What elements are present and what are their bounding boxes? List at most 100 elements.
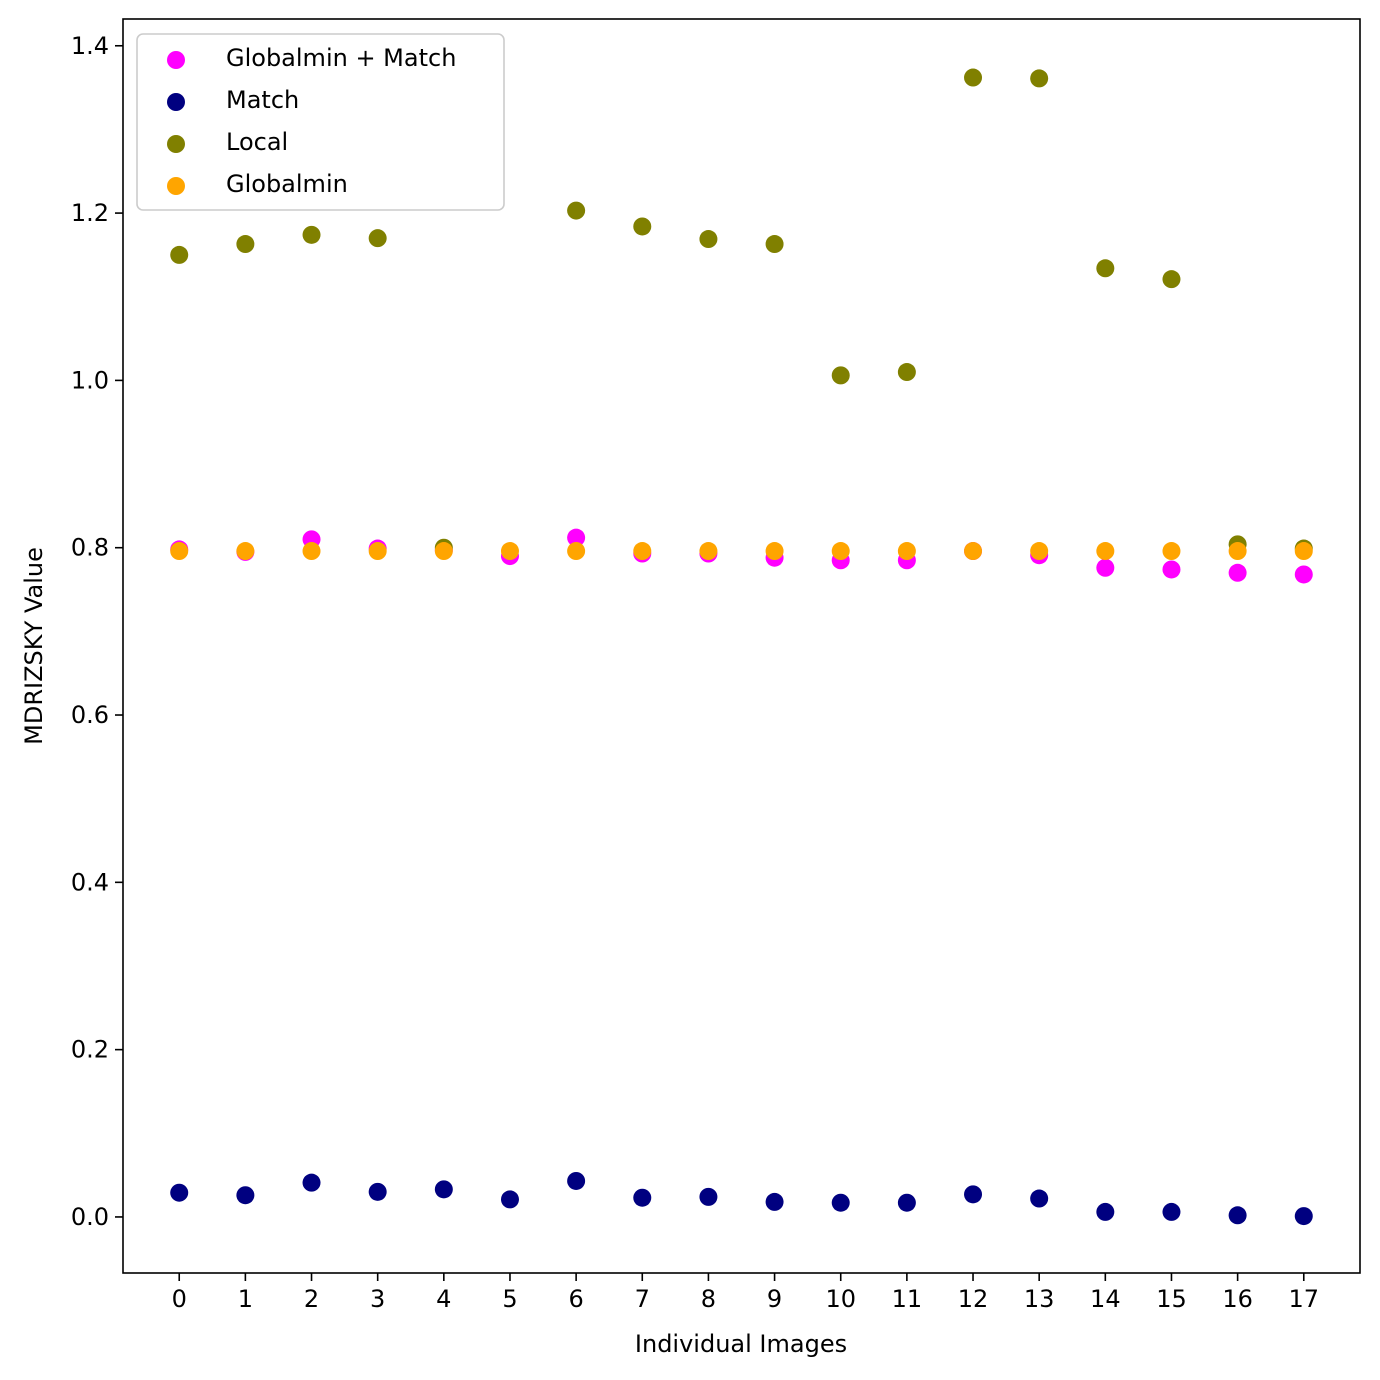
point-local-12 xyxy=(964,68,983,87)
x-axis-ticks: 0 1 2 3 4 5 6 7 8 9 10 11 12 13 14 15 16 17 xyxy=(172,1273,1319,1313)
point-globalmin-14 xyxy=(1096,542,1115,561)
legend-label-globalmin: Globalmin xyxy=(226,170,348,198)
y-tick-label-6: 1.2 xyxy=(71,199,109,227)
point-globalmin-3 xyxy=(368,542,387,561)
x-tick-label-9: 9 xyxy=(767,1285,782,1313)
legend-items: Globalmin + Match Match Local Globalmin xyxy=(167,44,456,198)
y-tick-label-3: 0.6 xyxy=(71,701,109,729)
y-tick-label-7: 1.4 xyxy=(71,32,109,60)
x-tick-label-7: 7 xyxy=(635,1285,650,1313)
point-match-7 xyxy=(633,1188,652,1207)
point-local-1 xyxy=(236,235,255,254)
y-axis-ticks: 0.0 0.2 0.4 0.6 0.8 1.0 1.2 1.4 xyxy=(71,32,123,1231)
point-match-14 xyxy=(1096,1202,1115,1221)
point-match-0 xyxy=(170,1183,189,1202)
x-tick-label-14: 14 xyxy=(1090,1285,1121,1313)
x-tick-label-11: 11 xyxy=(892,1285,923,1313)
point-globalmin-17 xyxy=(1294,542,1313,561)
point-globalmin-12 xyxy=(964,542,983,561)
x-tick-label-17: 17 xyxy=(1288,1285,1319,1313)
point-globalmin-match-15 xyxy=(1162,560,1181,579)
point-local-6 xyxy=(567,201,586,220)
y-tick-label-4: 0.8 xyxy=(71,534,109,562)
point-match-8 xyxy=(699,1187,718,1206)
point-match-1 xyxy=(236,1186,255,1205)
point-local-3 xyxy=(368,229,387,248)
point-local-0 xyxy=(170,245,189,264)
point-globalmin-11 xyxy=(897,542,916,561)
legend-marker-globalmin xyxy=(167,177,185,195)
x-axis-label: Individual Images xyxy=(635,1330,847,1358)
point-globalmin-6 xyxy=(567,542,586,561)
y-axis-label: MDRIZSKY Value xyxy=(20,547,48,745)
legend-marker-match xyxy=(167,93,185,111)
x-tick-label-13: 13 xyxy=(1024,1285,1055,1313)
point-local-10 xyxy=(831,366,850,385)
legend-label-local: Local xyxy=(226,128,288,156)
point-globalmin-8 xyxy=(699,542,718,561)
x-tick-label-12: 12 xyxy=(958,1285,989,1313)
point-globalmin-7 xyxy=(633,542,652,561)
point-match-6 xyxy=(567,1171,586,1190)
x-tick-label-0: 0 xyxy=(172,1285,187,1313)
point-local-13 xyxy=(1030,69,1049,88)
point-match-12 xyxy=(964,1185,983,1204)
point-match-13 xyxy=(1030,1189,1049,1208)
point-globalmin-15 xyxy=(1162,542,1181,561)
point-globalmin-9 xyxy=(765,542,784,561)
y-tick-label-1: 0.2 xyxy=(71,1036,109,1064)
point-local-2 xyxy=(302,225,321,244)
x-tick-label-8: 8 xyxy=(701,1285,716,1313)
legend: Globalmin + Match Match Local Globalmin xyxy=(136,33,505,211)
point-globalmin-match-17 xyxy=(1294,565,1313,584)
y-tick-label-2: 0.4 xyxy=(71,868,109,896)
point-globalmin-10 xyxy=(831,542,850,561)
x-tick-label-4: 4 xyxy=(436,1285,451,1313)
x-tick-label-2: 2 xyxy=(304,1285,319,1313)
legend-frame xyxy=(136,33,505,211)
point-match-15 xyxy=(1162,1202,1181,1221)
point-local-7 xyxy=(633,217,652,236)
point-globalmin-1 xyxy=(236,542,255,561)
x-tick-label-3: 3 xyxy=(370,1285,385,1313)
point-local-11 xyxy=(897,363,916,382)
x-tick-label-1: 1 xyxy=(238,1285,253,1313)
x-tick-label-15: 15 xyxy=(1156,1285,1187,1313)
legend-marker-local xyxy=(167,135,185,153)
point-local-8 xyxy=(699,230,718,249)
point-match-5 xyxy=(500,1190,519,1209)
point-local-9 xyxy=(765,235,784,254)
point-globalmin-match-16 xyxy=(1228,563,1247,582)
x-tick-label-5: 5 xyxy=(502,1285,517,1313)
point-match-4 xyxy=(434,1180,453,1199)
point-local-15 xyxy=(1162,270,1181,289)
point-local-14 xyxy=(1096,259,1115,278)
y-tick-label-0: 0.0 xyxy=(71,1203,109,1231)
legend-label-globalmin-match: Globalmin + Match xyxy=(226,44,456,72)
point-globalmin-4 xyxy=(434,542,453,561)
points-layer xyxy=(170,68,1313,1226)
legend-marker-globalmin-match xyxy=(167,51,185,69)
point-globalmin-5 xyxy=(500,542,519,561)
x-tick-label-6: 6 xyxy=(568,1285,583,1313)
point-globalmin-2 xyxy=(302,542,321,561)
point-match-16 xyxy=(1228,1206,1247,1225)
y-tick-label-5: 1.0 xyxy=(71,366,109,394)
point-globalmin-match-14 xyxy=(1096,558,1115,577)
point-globalmin-16 xyxy=(1228,542,1247,561)
point-match-17 xyxy=(1294,1207,1313,1226)
point-match-10 xyxy=(831,1193,850,1212)
plot-frame xyxy=(122,18,1361,1274)
point-match-3 xyxy=(368,1182,387,1201)
point-globalmin-13 xyxy=(1030,542,1049,561)
point-match-9 xyxy=(765,1192,784,1211)
point-globalmin-0 xyxy=(170,542,189,561)
legend-label-match: Match xyxy=(226,86,299,114)
point-globalmin-match-6 xyxy=(567,528,586,547)
point-match-11 xyxy=(897,1193,916,1212)
x-tick-label-16: 16 xyxy=(1222,1285,1253,1313)
x-tick-label-10: 10 xyxy=(825,1285,856,1313)
point-match-2 xyxy=(302,1173,321,1192)
